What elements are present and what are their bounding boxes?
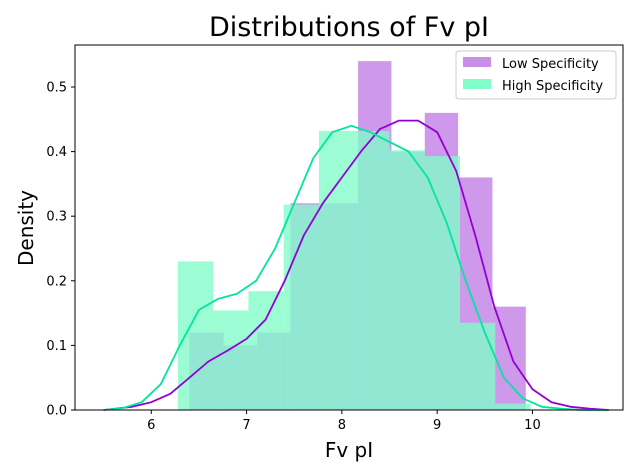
high-specificity-bar-7	[424, 156, 461, 410]
x-axis-title: Fv pI	[325, 438, 373, 462]
legend-swatch-low	[463, 57, 491, 67]
high-specificity-bar-2	[248, 291, 284, 410]
x-tick-label: 8	[338, 418, 346, 433]
legend: Low Specificity High Specificity	[455, 50, 617, 100]
low-specificity-kde-line	[103, 119, 609, 411]
x-tick-label: 10	[524, 418, 541, 433]
high-specificity-bars	[177, 130, 531, 410]
x-tick-label: 7	[242, 418, 250, 433]
low-specificity-bar-9	[492, 306, 526, 410]
high-specificity-bar-3	[283, 204, 319, 410]
y-tick-label: 0.1	[46, 339, 67, 354]
x-axis-ticks: 6 7 8 9 10	[147, 410, 541, 433]
y-tick-label: 0.4	[46, 145, 67, 160]
plot-frame	[74, 44, 624, 411]
high-specificity-kde-line	[103, 124, 609, 411]
x-tick-label: 6	[147, 418, 155, 433]
y-tick-label: 0.2	[46, 274, 67, 289]
y-tick-label: 0.5	[46, 80, 67, 95]
high-specificity-bar-9	[495, 403, 531, 410]
high-specificity-bar-0	[177, 261, 214, 410]
y-axis-ticks: 0.0 0.1 0.2 0.3 0.4 0.5	[46, 80, 75, 419]
high-specificity-bar-5	[354, 130, 390, 410]
high-specificity-bar-1	[213, 310, 249, 410]
chart-title: Distributions of Fv pI	[209, 12, 489, 43]
y-tick-label: 0.0	[46, 404, 67, 419]
high-specificity-bar-4	[318, 130, 355, 410]
legend-label-low: Low Specificity	[502, 57, 599, 72]
y-tick-label: 0.3	[46, 210, 67, 225]
legend-box	[455, 50, 617, 100]
legend-label-high: High Specificity	[502, 79, 603, 94]
legend-swatch-high	[463, 79, 491, 89]
high-specificity-bar-6	[389, 150, 425, 410]
kde-lines	[103, 119, 609, 411]
x-tick-label: 9	[433, 418, 441, 433]
y-axis-title: Density	[14, 190, 38, 266]
high-specificity-bar-8	[460, 322, 496, 410]
